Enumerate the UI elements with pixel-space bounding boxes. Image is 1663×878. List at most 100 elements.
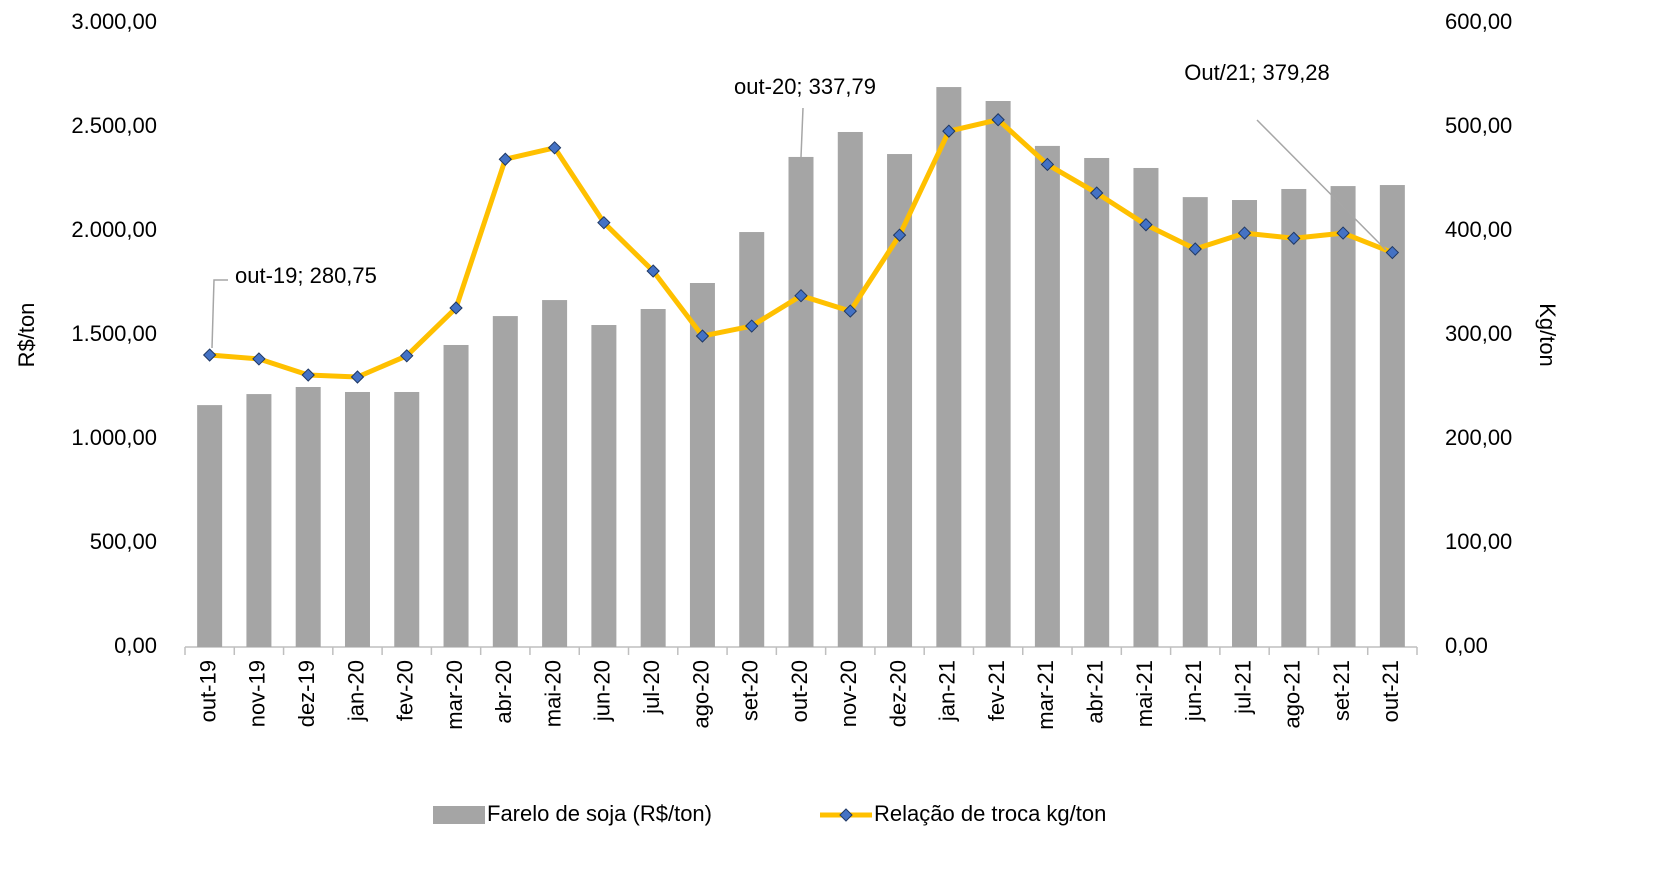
bar [246, 394, 272, 647]
bar [1281, 188, 1307, 647]
y2-tick-label: 500,00 [1445, 113, 1512, 138]
x-tick-label: fev-20 [393, 660, 418, 721]
y-tick-label: 2.500,00 [71, 113, 157, 138]
x-tick-label: out-21 [1378, 660, 1403, 722]
legend-swatch [433, 806, 485, 824]
bar [1182, 197, 1208, 647]
x-tick-label: jun-21 [1181, 660, 1206, 722]
x-tick-label: nov-20 [836, 660, 861, 727]
line-marker [350, 370, 365, 384]
line-marker [597, 215, 611, 230]
x-tick-label: nov-19 [245, 660, 270, 727]
y2-tick-label: 600,00 [1445, 9, 1512, 34]
bar [1232, 200, 1258, 647]
bar [1133, 167, 1159, 647]
bar [295, 387, 321, 647]
line-marker [252, 352, 266, 366]
bar [689, 283, 715, 647]
y2-tick-label: 300,00 [1445, 321, 1512, 346]
y2-tick-label: 100,00 [1445, 529, 1512, 554]
bar [492, 316, 518, 647]
bar [344, 391, 370, 647]
line-marker [794, 288, 808, 303]
y-tick-label: 500,00 [90, 529, 157, 554]
x-tick-label: jan-21 [935, 660, 960, 722]
bar [739, 232, 765, 648]
line-marker [1336, 226, 1350, 240]
line-marker [449, 301, 463, 315]
y2-tick-label: 400,00 [1445, 217, 1512, 242]
data-label: Out/21; 379,28 [1184, 60, 1330, 85]
bar [1330, 186, 1356, 647]
bar [640, 309, 666, 647]
y-axis-label: R$/ton [14, 303, 39, 368]
data-label: out-19; 280,75 [235, 263, 377, 288]
line-marker [646, 264, 660, 278]
line-marker [400, 349, 414, 363]
x-tick-label: out-20 [787, 660, 812, 722]
bar [1379, 185, 1405, 648]
x-tick-label: out-19 [195, 660, 220, 722]
line-marker [991, 113, 1005, 127]
line-marker [498, 152, 513, 166]
legend-label: Farelo de soja (R$/ton) [487, 801, 712, 826]
bar [591, 325, 617, 647]
x-tick-label: abr-21 [1082, 660, 1107, 724]
line-marker [1287, 231, 1301, 245]
x-tick-label: fev-21 [984, 660, 1009, 721]
x-tick-label: jul-20 [639, 660, 664, 715]
bar [394, 391, 420, 647]
legend-marker [839, 808, 853, 822]
bar [936, 87, 962, 647]
x-tick-label: ago-20 [688, 660, 713, 729]
x-tick-label: ago-21 [1280, 660, 1305, 729]
line-marker [202, 348, 217, 362]
x-tick-label: set-20 [738, 660, 763, 721]
line-marker [892, 228, 907, 242]
x-tick-label: dez-19 [294, 660, 319, 727]
x-tick-label: mai-21 [1132, 660, 1157, 727]
y2-axis-label: Kg/ton [1535, 303, 1560, 367]
bar [985, 101, 1011, 647]
line-marker [1237, 226, 1252, 240]
line-marker [695, 329, 710, 343]
line-marker [301, 368, 315, 382]
x-tick-label: jan-20 [343, 660, 368, 722]
x-tick-label: mai-20 [540, 660, 565, 727]
line-marker [1385, 245, 1400, 260]
data-label: out-20; 337,79 [734, 74, 876, 99]
leader-line [1256, 119, 1387, 251]
x-tick-label: jul-21 [1230, 660, 1255, 715]
y2-tick-label: 200,00 [1445, 425, 1512, 450]
bar [542, 300, 568, 647]
bar [1034, 145, 1060, 648]
line-marker [1089, 186, 1104, 200]
line-marker [942, 124, 956, 138]
bar [837, 131, 863, 647]
x-tick-label: abr-20 [491, 660, 516, 724]
legend-label: Relação de troca kg/ton [874, 801, 1106, 826]
bar [443, 344, 469, 647]
y-tick-label: 1.000,00 [71, 425, 157, 450]
bar [197, 405, 223, 647]
y-tick-label: 3.000,00 [71, 9, 157, 34]
leader-line [211, 279, 228, 349]
line-marker [745, 319, 759, 333]
x-tick-label: jun-20 [590, 660, 615, 722]
leader-line [800, 107, 804, 158]
y2-tick-label: 0,00 [1445, 633, 1488, 658]
y-tick-label: 1.500,00 [71, 321, 157, 346]
y-tick-label: 2.000,00 [71, 217, 157, 242]
x-tick-label: mar-20 [442, 660, 467, 730]
line-marker [1188, 242, 1202, 256]
line-marker [1139, 218, 1153, 232]
x-tick-label: set-21 [1329, 660, 1354, 721]
x-tick-label: mar-21 [1033, 660, 1058, 730]
x-tick-label: dez-20 [885, 660, 910, 727]
y-tick-label: 0,00 [114, 633, 157, 658]
line-marker [1040, 157, 1055, 172]
line-marker [547, 141, 562, 155]
bar [788, 156, 814, 647]
bar [887, 154, 913, 648]
